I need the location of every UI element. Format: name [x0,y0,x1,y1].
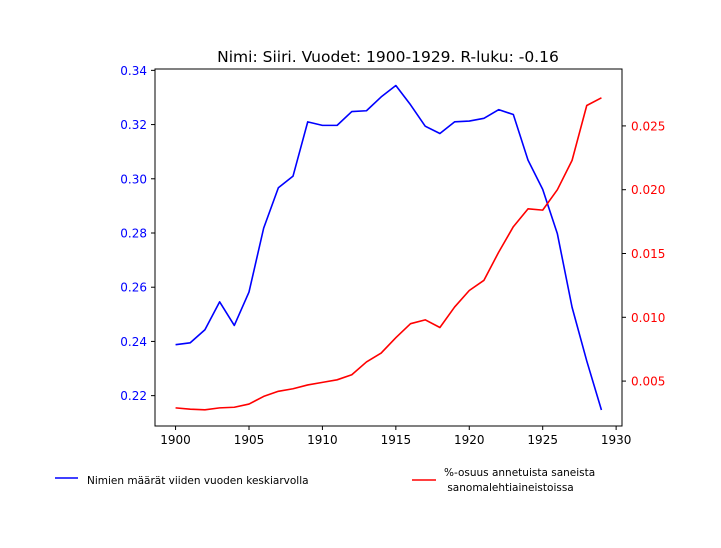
y-left-tick-label: 0.26 [120,281,147,295]
x-tick-label: 1900 [160,433,191,447]
legend-label: %-osuus annetuista saneista sanomalehtia… [444,467,595,494]
y-right-tick-label: 0.015 [631,247,665,261]
legend: Nimien määrät viiden vuoden keskiarvolla… [55,467,595,494]
y-left-tick-label: 0.30 [120,172,147,186]
series-line-right [175,97,602,411]
y-right-axis: 0.005 0.010 0.015 0.020 0.025 [622,119,665,389]
legend-label: Nimien määrät viiden vuoden keskiarvolla [87,475,309,487]
y-right-tick-label: 0.020 [631,183,665,197]
legend-label-line: Nimien määrät viiden vuoden keskiarvolla [87,475,309,487]
series-line-left [175,84,603,411]
y-left-tick-label: 0.24 [120,335,147,349]
y-right-tick-label: 0.025 [631,119,665,133]
x-tick-label: 1910 [307,433,338,447]
y-left-axis: 0.22 0.24 0.26 0.28 0.30 0.32 0.34 [120,64,155,403]
y-left-tick-label: 0.22 [120,389,147,403]
y-right-tick-label: 0.005 [631,375,665,389]
x-tick-label: 1915 [381,433,412,447]
y-left-tick-label: 0.32 [120,118,147,132]
x-tick-label: 1930 [601,433,632,447]
chart-title: Nimi: Siiri. Vuodet: 1900-1929. R-luku: … [217,48,559,66]
x-tick-label: 1905 [234,433,265,447]
legend-label-line: sanomalehtiaineistoissa [444,482,574,494]
legend-label-line: %-osuus annetuista saneista [444,467,595,479]
y-right-tick-label: 0.010 [631,311,665,325]
plot-area [154,68,623,427]
y-left-tick-label: 0.28 [120,226,147,240]
x-tick-label: 1920 [454,433,485,447]
series-lines [175,84,603,411]
y-left-tick-label: 0.34 [120,64,147,78]
x-axis: 1900 1905 1910 1915 1920 1925 1930 [160,426,631,447]
x-tick-label: 1925 [527,433,558,447]
